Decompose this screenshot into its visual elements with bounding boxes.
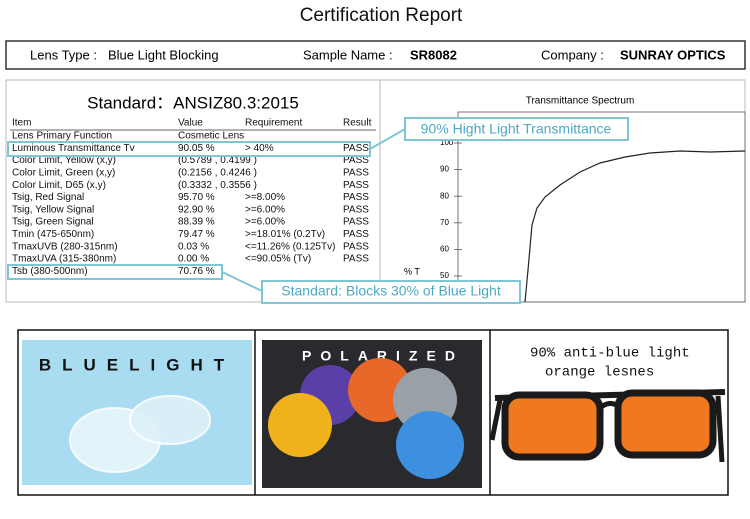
cell: PASS — [343, 143, 369, 154]
panel-label: BLUELIGHT — [39, 355, 235, 374]
cell: Luminous Transmittance Tv — [12, 143, 135, 154]
glasses — [489, 389, 726, 463]
connector — [221, 271, 263, 292]
panel-text: 90% anti-blue light — [530, 346, 690, 362]
tick-label: 90 — [440, 165, 449, 174]
cell: PASS — [343, 155, 369, 166]
cell: Color Limit, D65 (x,y) — [12, 180, 106, 191]
info-value: SUNRAY OPTICS — [620, 47, 726, 62]
cell: PASS — [343, 180, 369, 191]
title: Certification Report — [300, 5, 463, 26]
cell: TmaxUVB (280-315nm) — [12, 241, 118, 252]
info-value: SR8082 — [410, 47, 457, 62]
lens — [129, 395, 211, 445]
panel-label: POLARIZED — [302, 348, 464, 364]
connector — [369, 128, 406, 150]
callout — [261, 280, 521, 304]
cell: PASS — [343, 192, 369, 203]
cell: >=18.01% (0.2Tv) — [245, 229, 325, 240]
cell: PASS — [343, 217, 369, 228]
cell: Color Limit, Green (x,y) — [12, 168, 115, 179]
cell: Color Limit, Yellow (x,y) — [12, 155, 116, 166]
cell: Lens Primary Function — [12, 131, 112, 142]
standard: Standard：ANSIZ80.3:2015 — [87, 93, 299, 112]
cell: <=90.05% (Tv) — [245, 254, 311, 265]
cell: 95.70 % — [178, 192, 215, 203]
tick-label: 60 — [440, 245, 449, 254]
column-header: Item — [12, 118, 31, 129]
table: Item Value Requirement Result Lens Primary F… — [12, 118, 372, 277]
tick-label: 50 — [440, 271, 449, 280]
cell: PASS — [343, 204, 369, 215]
cell: Cosmetic Lens — [178, 131, 244, 142]
cell: 79.47 % — [178, 229, 215, 240]
plot-frame — [457, 111, 746, 303]
column-header: Result — [343, 118, 372, 129]
cell: PASS — [343, 254, 369, 265]
callout — [404, 117, 629, 141]
callout-text: Standard: Blocks 30% of Blue Light — [281, 283, 501, 299]
cell: 90.05 % — [178, 143, 215, 154]
cell: Tmin (475-650nm) — [12, 229, 94, 240]
lens — [396, 411, 464, 479]
cell: 0.00 % — [178, 254, 209, 265]
cell: <=11.26% (0.125Tv) — [245, 241, 335, 252]
cell: 70.76 % — [178, 266, 215, 277]
cell: 92.90 % — [178, 204, 215, 215]
cell: > 40% — [245, 143, 274, 154]
cell: PASS — [343, 241, 369, 252]
cell: 88.39 % — [178, 217, 215, 228]
cell: PASS — [343, 168, 369, 179]
info-label: Sample Name : — [303, 47, 393, 62]
spectrum-title: Transmittance Spectrum — [526, 96, 635, 107]
tick-label: 80 — [440, 191, 449, 200]
cell: TmaxUVA (315-380nm) — [12, 254, 116, 265]
cell: Tsb (380-500nm) — [12, 266, 88, 277]
cell: 0.03 % — [178, 241, 209, 252]
axis-label: % T — [404, 266, 420, 276]
cell: PASS — [343, 229, 369, 240]
panel-frame — [17, 329, 729, 496]
info-box — [5, 40, 746, 70]
lens — [268, 393, 332, 457]
cell: (0.2156 , 0.4246 ) — [178, 168, 257, 179]
cell: >=6.00% — [245, 204, 285, 215]
info-label: Lens Type : — [30, 47, 97, 62]
cell: Tsig, Red Signal — [12, 192, 84, 203]
cell: (0.5789 , 0.4199 ) — [178, 155, 257, 166]
info-label: Company : — [541, 47, 604, 62]
tick-label: 100 — [440, 138, 454, 147]
tick-label: 70 — [440, 218, 449, 227]
cell: Tsig, Green Signal — [12, 217, 94, 228]
panel-text: orange lesnes — [545, 365, 654, 381]
cell: Tsig, Yellow Signal — [12, 204, 94, 215]
info-value: Blue Light Blocking — [108, 47, 219, 62]
column-header: Requirement — [245, 118, 302, 129]
cell: >=6.00% — [245, 217, 285, 228]
cell: (0.3332 , 0.3556 ) — [178, 180, 257, 191]
callout-text: 90% Hight Light Transmittance — [421, 121, 612, 137]
column-header: Value — [178, 118, 203, 129]
cell: >=8.00% — [245, 192, 285, 203]
spectrum-axis: 100 90 80 70 60 50 — [440, 138, 462, 280]
spectrum-curve — [524, 150, 746, 303]
